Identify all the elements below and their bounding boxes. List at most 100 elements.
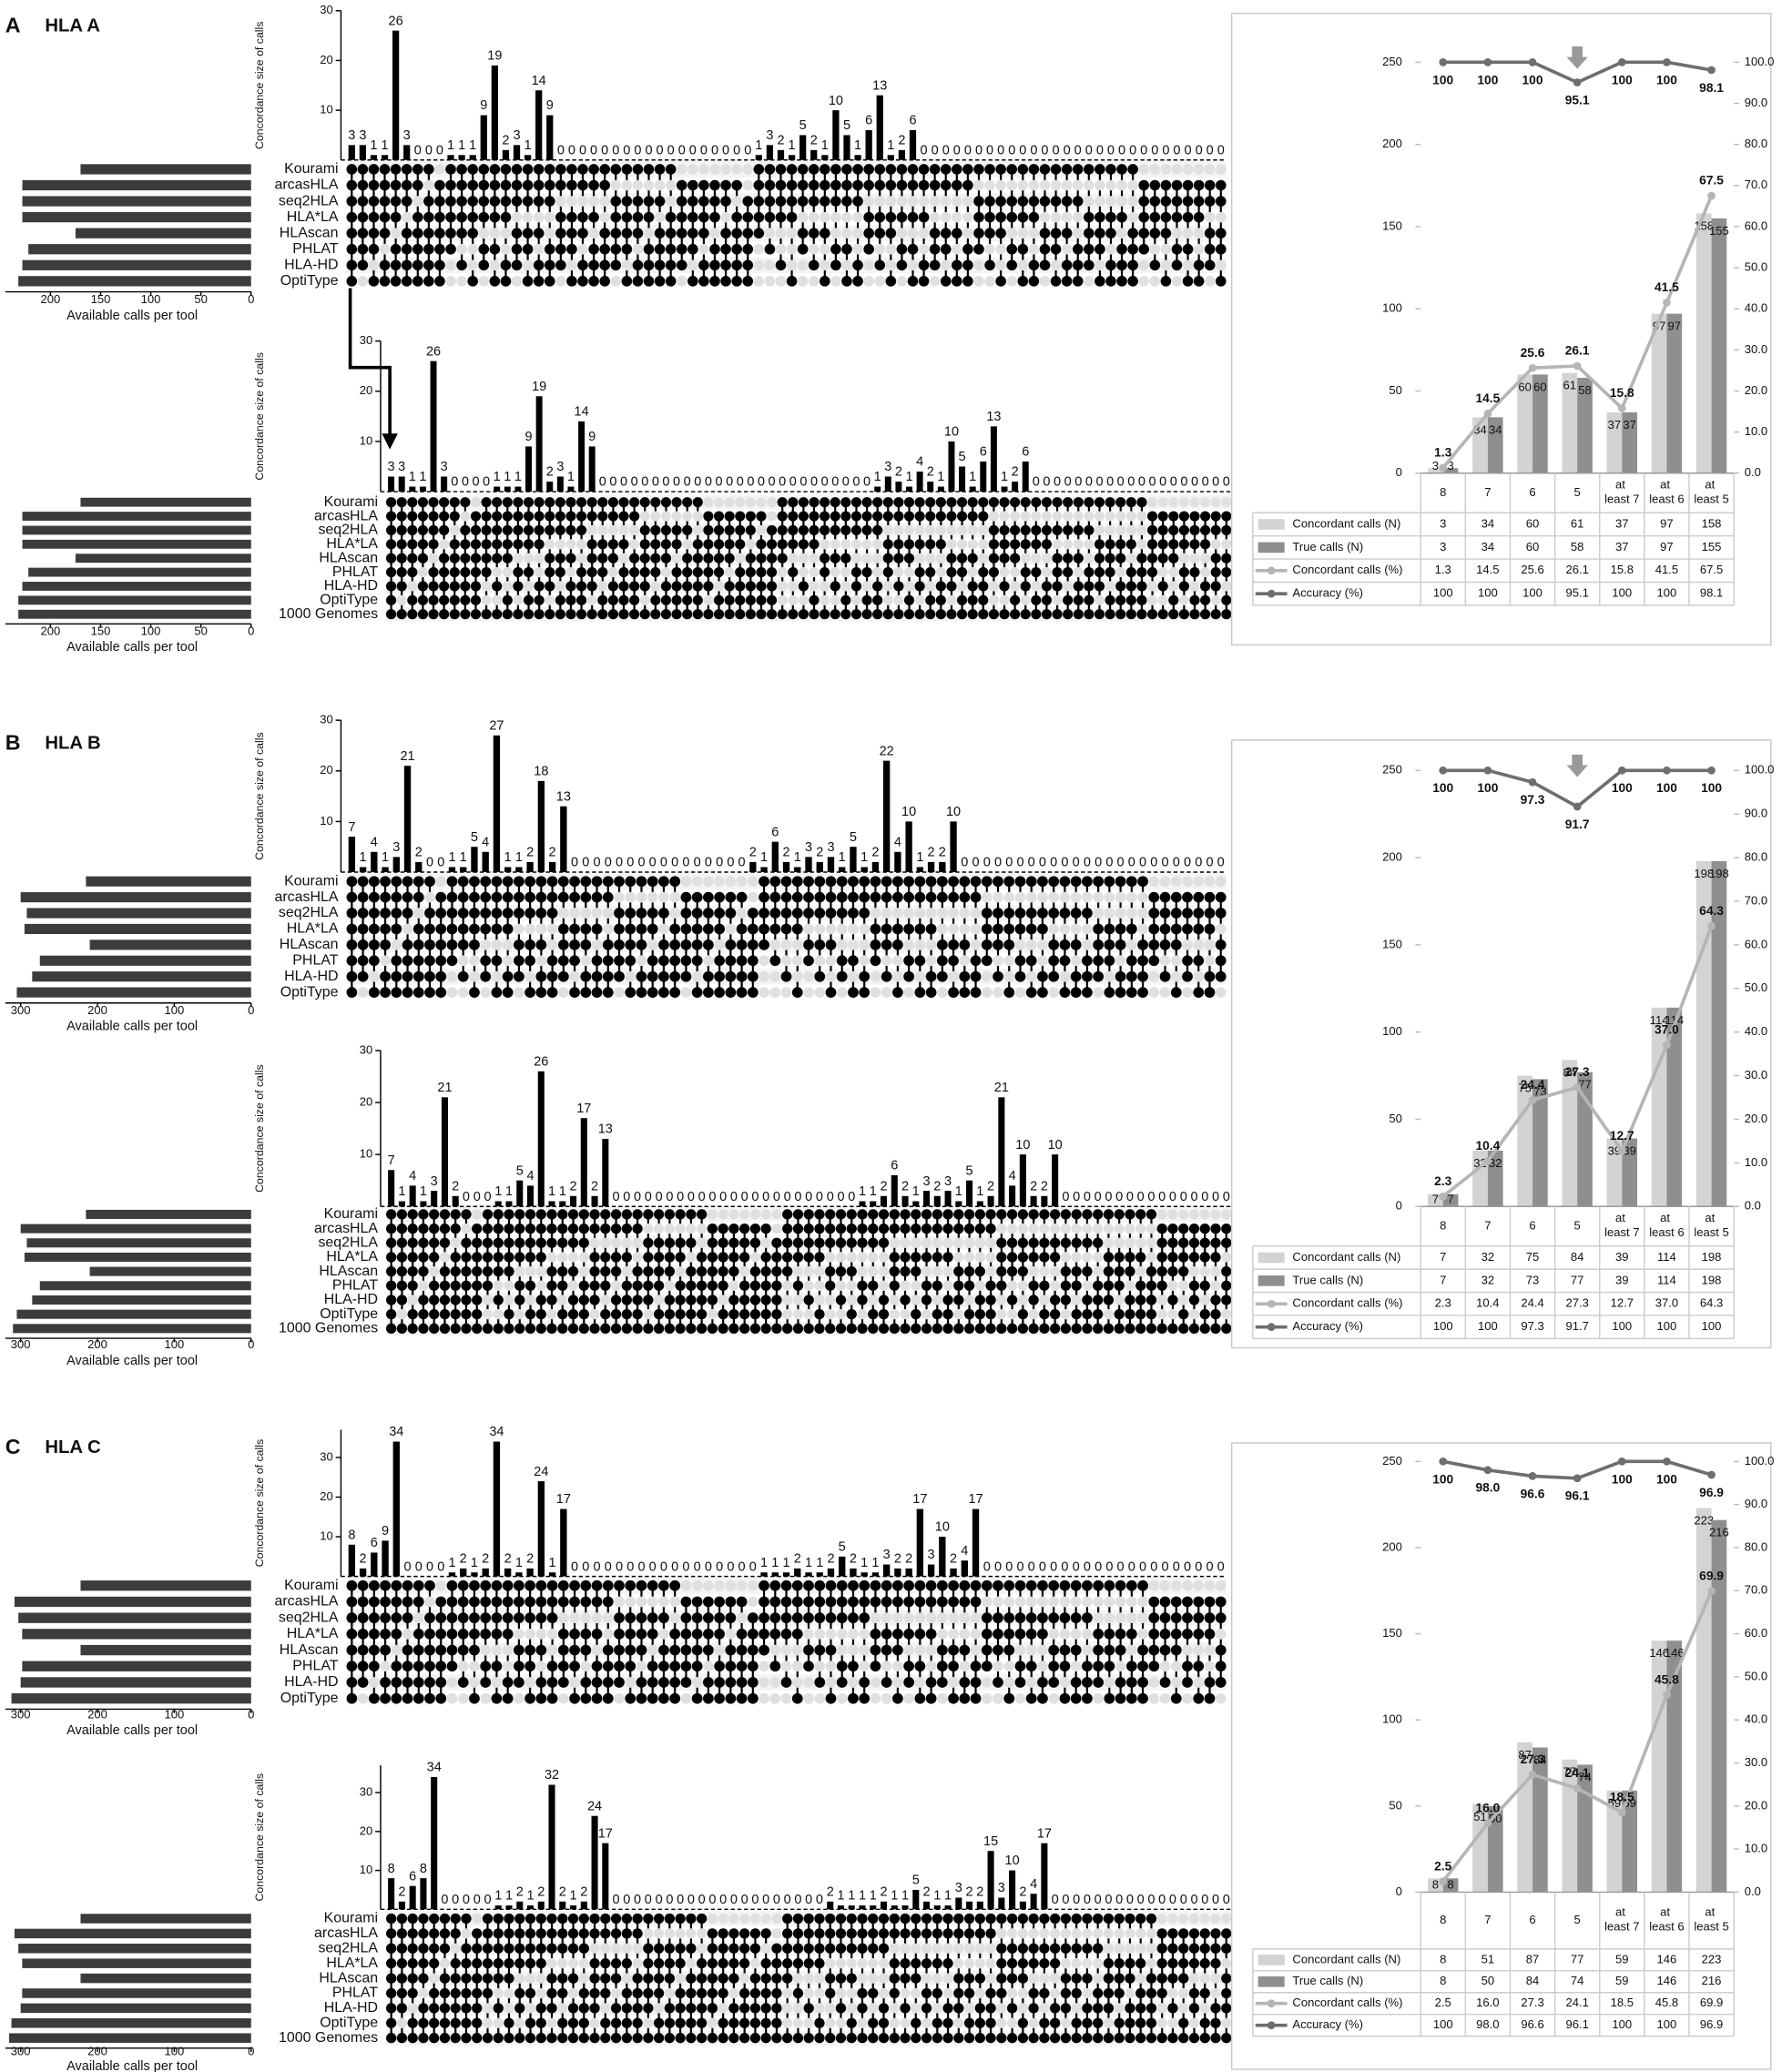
matrix-dot: [803, 1252, 814, 1263]
matrix-dot: [1182, 908, 1193, 919]
matrix-dot: [803, 908, 814, 919]
matrix-dot: [946, 594, 957, 605]
bar-label: 1: [524, 138, 532, 153]
matrix-dot: [481, 553, 492, 564]
bar: [895, 482, 902, 493]
matrix-dot: [379, 276, 391, 287]
matrix-dot: [747, 939, 759, 950]
matrix-dot: [580, 1644, 592, 1656]
line-point: [1707, 66, 1716, 75]
matrix-dot: [720, 196, 731, 207]
y-axis-label: Concordance size of calls: [253, 352, 266, 480]
table-cell: 95.1: [1565, 586, 1588, 600]
matrix-dot: [988, 524, 999, 536]
bar-label: 10: [901, 805, 916, 819]
matrix-dot: [682, 511, 693, 522]
matrix-dot: [401, 196, 412, 207]
bar-label: 0: [1217, 143, 1225, 157]
matrix-dot: [368, 1692, 380, 1704]
bar-label: 0: [751, 1190, 759, 1204]
bar: [559, 1201, 566, 1207]
matrix-dot: [1116, 211, 1127, 223]
matrix-dot: [1125, 1252, 1135, 1263]
matrix-dot: [469, 923, 480, 935]
bar-label: 7: [1447, 1192, 1453, 1205]
matrix-dot: [429, 1309, 440, 1320]
matrix-dot: [820, 524, 830, 536]
matrix-dot: [675, 1295, 686, 1305]
matrix-dot: [1125, 1309, 1135, 1320]
matrix-dot: [504, 1209, 514, 1220]
matrix-dot: [1137, 1596, 1148, 1608]
matrix-dot: [850, 524, 862, 536]
matrix-dot: [749, 1309, 761, 1320]
matrix-dot: [1006, 1280, 1018, 1291]
matrix-dot: [1127, 228, 1138, 239]
table-cell: 34: [1481, 540, 1495, 554]
bar-label: 0: [711, 143, 718, 157]
matrix-dot: [769, 939, 781, 950]
matrix-dot: [725, 1612, 737, 1624]
matrix-dot: [1025, 1692, 1037, 1704]
matrix-dot: [599, 259, 610, 271]
matrix-dot: [1221, 567, 1232, 578]
matrix-dot: [999, 524, 1010, 536]
matrix-dot: [996, 1323, 1007, 1334]
matrix-dot: [446, 1612, 458, 1624]
matrix-dot: [1204, 923, 1216, 935]
matrix-dot: [569, 939, 580, 950]
matrix-dot: [449, 553, 460, 564]
matrix-dot: [1082, 1323, 1093, 1334]
matrix-dot: [469, 908, 480, 919]
matrix-dot: [703, 497, 714, 508]
matrix-dot: [760, 1309, 771, 1320]
matrix-dot: [676, 164, 687, 175]
matrix-dot: [707, 1295, 718, 1305]
matrix-dot: [665, 211, 677, 223]
matrix-dot: [417, 594, 428, 605]
line-point: [1439, 58, 1448, 66]
matrix-dot: [1145, 1265, 1157, 1277]
matrix-dot: [591, 1579, 603, 1591]
matrix-dot: [676, 276, 687, 287]
matrix-dot: [682, 609, 693, 620]
x-tick-label: 0: [248, 624, 254, 637]
matrix-dot: [569, 876, 580, 888]
matrix-dot: [1149, 243, 1161, 255]
bar: [371, 851, 378, 873]
matrix-dot: [1072, 259, 1084, 271]
bar-label: 21: [994, 1081, 1009, 1095]
matrix-dot: [918, 276, 930, 287]
matrix-dot: [1017, 1265, 1029, 1277]
matrix-dot: [948, 891, 959, 903]
matrix-dot: [1063, 497, 1074, 508]
matrix-dot: [621, 196, 633, 207]
matrix-dot: [1115, 524, 1126, 536]
matrix-dot: [599, 228, 610, 239]
matrix-dot: [985, 1209, 996, 1220]
matrix-dot: [669, 1628, 681, 1640]
matrix-dot: [1003, 923, 1015, 935]
table-cell: 97: [1660, 540, 1674, 554]
matrix-dot: [555, 196, 566, 207]
matrix-dot: [914, 497, 925, 508]
bar: [905, 1568, 912, 1577]
matrix-dot: [1193, 1579, 1205, 1591]
bar-label: 1: [916, 850, 923, 865]
matrix-dot: [780, 876, 792, 888]
matrix-dot: [1215, 179, 1227, 191]
matrix-dot: [959, 1677, 971, 1688]
matrix-dot: [929, 276, 941, 287]
matrix-dot: [970, 970, 982, 982]
matrix-dot: [346, 1644, 358, 1656]
matrix-dot: [1094, 497, 1105, 508]
matrix-dot: [892, 1677, 903, 1688]
matrix-dot: [429, 1265, 440, 1277]
matrix-dot: [903, 539, 915, 550]
legend-swatch: [1267, 566, 1276, 575]
matrix-dot: [830, 276, 841, 287]
matrix-dot: [1059, 1692, 1071, 1704]
bar-label: 0: [462, 475, 469, 490]
matrix-dot: [780, 970, 792, 982]
matrix-dot: [1127, 164, 1138, 175]
